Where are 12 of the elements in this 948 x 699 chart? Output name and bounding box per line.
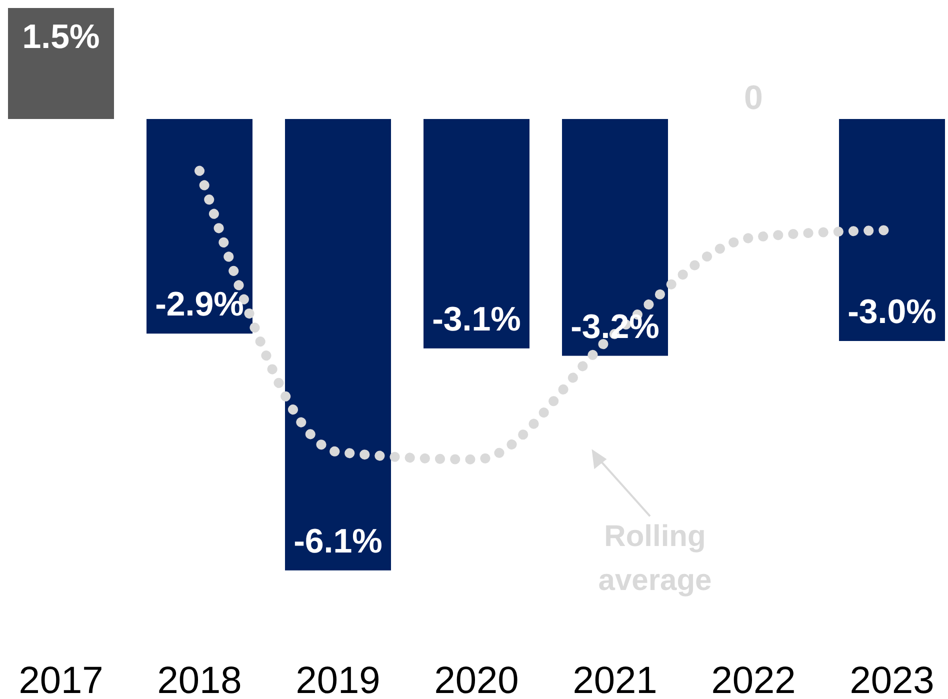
data-label: -3.1% [432,300,521,338]
data-label: -2.9% [155,286,244,324]
x-tick-label: 2021 [572,660,658,699]
x-tick-label: 2018 [157,660,242,699]
data-label: -6.1% [294,522,382,560]
data-label: 1.5% [22,18,100,56]
x-tick-label: 2017 [18,660,104,699]
x-tick-label: 2019 [296,660,380,699]
x-tick-label: 2022 [711,660,796,699]
x-tick-label: 2023 [850,660,934,699]
data-label: -3.0% [848,293,936,331]
x-tick-label: 2020 [434,660,519,699]
